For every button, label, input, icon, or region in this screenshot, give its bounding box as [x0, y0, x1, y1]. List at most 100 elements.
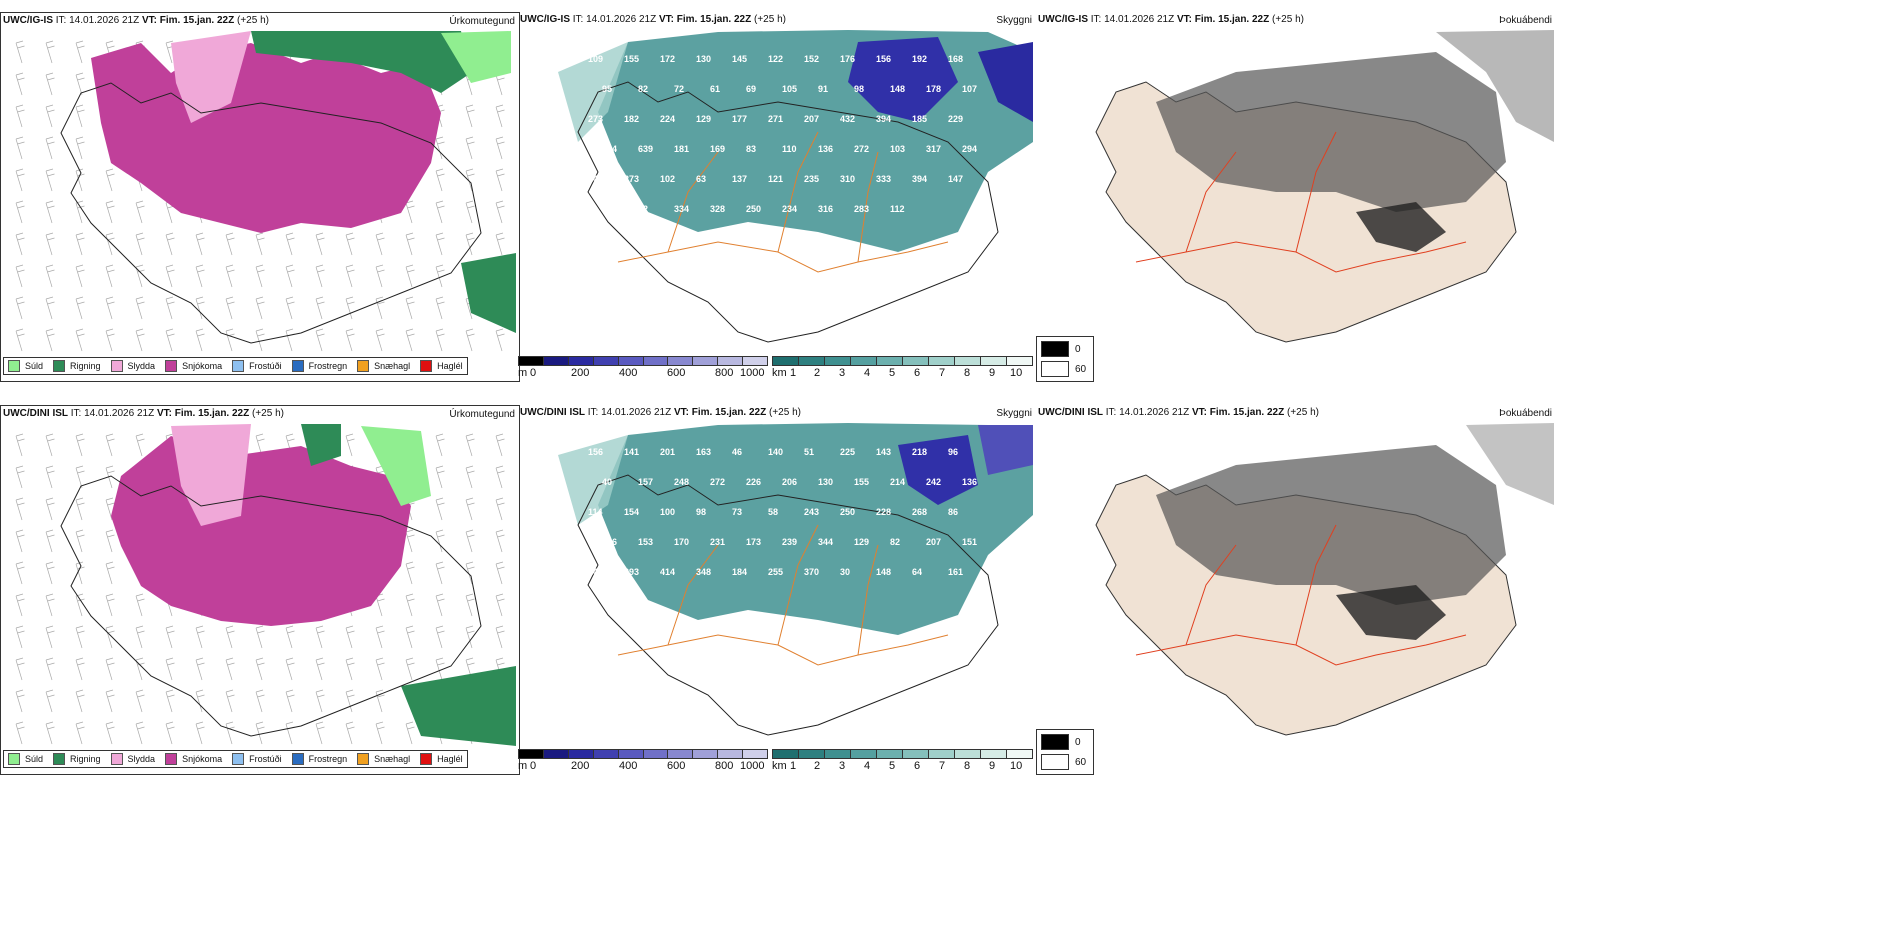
wind-barb [105, 721, 115, 745]
ceiling-value: 46 [732, 447, 742, 457]
fog-offshore [1436, 30, 1554, 142]
wind-barb [15, 497, 25, 521]
wind-barb [75, 72, 85, 96]
wind-barb [435, 232, 445, 256]
ceiling-value: 639 [638, 144, 653, 154]
ceiling-value: 235 [804, 174, 819, 184]
wind-barb [45, 72, 55, 96]
wind-barb [225, 328, 235, 352]
wind-barb [45, 136, 55, 160]
fog-dark-north [1156, 445, 1506, 605]
legend-item: Rigning [53, 360, 101, 372]
ceiling-value: 192 [912, 54, 927, 64]
ceiling-value: 255 [768, 567, 783, 577]
wind-barb [375, 625, 385, 649]
cbar-seg [567, 749, 593, 759]
wind-barb [465, 465, 475, 489]
wind-barb [495, 328, 505, 352]
ceiling-value: 250 [840, 507, 855, 517]
ceiling-value: 224 [660, 114, 675, 124]
ceiling-value: 154 [624, 507, 639, 517]
wind-barb [435, 497, 445, 521]
wind-barb [75, 328, 85, 352]
visibility-colorbar-swatches [772, 749, 1034, 759]
wind-barb [135, 200, 145, 224]
wind-barb [285, 296, 295, 320]
ceiling-value: 316 [818, 204, 833, 214]
ceiling-value: 64 [912, 567, 922, 577]
legend-swatch [165, 753, 178, 765]
cbar-tick: 5 [889, 760, 896, 772]
cbar-seg [772, 356, 798, 366]
ceiling-value: 141 [624, 447, 639, 457]
wind-barb [75, 433, 85, 457]
cbar-seg [542, 749, 568, 759]
wind-barb [465, 529, 475, 553]
wind-barb [495, 168, 505, 192]
wind-barb [15, 689, 25, 713]
wind-barb [225, 264, 235, 288]
snow-area [111, 436, 411, 626]
cbar-seg [692, 749, 718, 759]
ceiling-value: 155 [854, 477, 869, 487]
wind-barb [225, 721, 235, 745]
ceiling-value: 169 [710, 144, 725, 154]
cbar-unit: m [518, 760, 528, 772]
ceiling-value: 432 [840, 114, 855, 124]
ceiling-value: 114 [588, 507, 603, 517]
ceiling-value: 201 [660, 447, 675, 457]
cbar-tick: 1000 [740, 760, 765, 772]
ceiling-value: 145 [732, 54, 747, 64]
wind-barb [435, 657, 445, 681]
wind-barb [105, 561, 115, 585]
wind-barb [15, 72, 25, 96]
legend-swatch [110, 360, 123, 372]
wind-barb [195, 232, 205, 256]
precip-legend: Súld Rigning Slydda Snjókoma Frostúði Fr… [3, 750, 468, 768]
wind-barb [495, 465, 505, 489]
legend-swatch [420, 360, 433, 372]
cloud-legend-item: 60 [1041, 359, 1089, 379]
wind-barb [45, 593, 55, 617]
ceiling-value: 185 [912, 114, 927, 124]
rain-area [301, 424, 341, 466]
fog-offshore [1466, 423, 1554, 505]
ceiling-value: 226 [746, 477, 761, 487]
ceiling-value: 102 [660, 174, 675, 184]
wind-barb [495, 529, 505, 553]
cloud-legend-swatch [1041, 754, 1069, 770]
fog-dark-south [1356, 202, 1446, 252]
ceiling-value: 163 [696, 447, 711, 457]
wind-barb [135, 689, 145, 713]
cbar-seg [876, 749, 902, 759]
ceiling-value: 148 [890, 84, 905, 94]
cbar-seg [717, 749, 743, 759]
wind-barb [315, 721, 325, 745]
ceiling-value: 348 [696, 567, 711, 577]
cbar-seg [742, 749, 769, 759]
wind-barb [345, 328, 355, 352]
roads [1135, 131, 1467, 273]
roads [617, 524, 949, 666]
wind-barb [315, 689, 325, 713]
ceiling-value: 86 [948, 507, 958, 517]
wind-barb [495, 625, 505, 649]
wind-barb [495, 232, 505, 256]
ceiling-value: 206 [602, 537, 617, 547]
ceiling-value: 207 [804, 114, 819, 124]
wind-barb [405, 328, 415, 352]
cbar-tick: 400 [619, 367, 638, 379]
ceiling-value: 161 [948, 567, 963, 577]
wind-barb [405, 529, 415, 553]
wind-barb [165, 625, 175, 649]
ceiling-value: 98 [696, 507, 706, 517]
ceiling-value: 271 [768, 114, 783, 124]
wind-barb [405, 657, 415, 681]
wind-barb [165, 689, 175, 713]
wind-barb [375, 328, 385, 352]
legend-item: Snæhagl [357, 360, 410, 372]
wind-barb [15, 264, 25, 288]
wind-barb [105, 232, 115, 256]
ceiling-value: 30 [840, 567, 850, 577]
wind-barb [495, 561, 505, 585]
